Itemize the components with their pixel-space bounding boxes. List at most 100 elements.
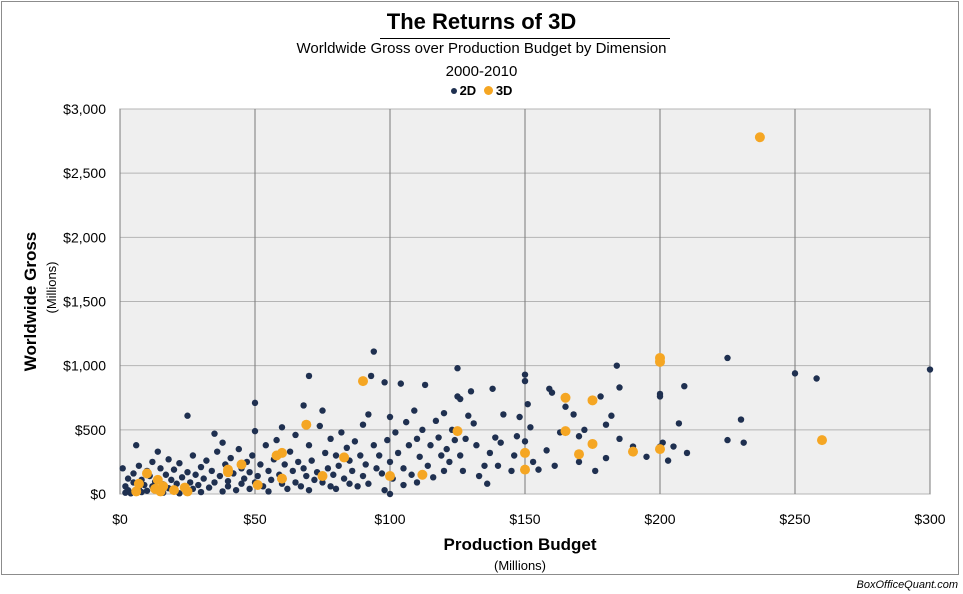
- data-point-2d: [602, 421, 610, 428]
- data-point-2d: [403, 418, 410, 426]
- data-point-2d: [162, 471, 170, 478]
- data-point-2d: [670, 443, 677, 450]
- data-point-2d: [400, 481, 407, 489]
- data-point-2d: [683, 449, 691, 457]
- x-tick-label: $150: [509, 511, 540, 527]
- data-point-3d: [182, 486, 193, 497]
- data-point-2d: [168, 476, 175, 484]
- data-point-2d: [724, 436, 731, 444]
- data-point-2d: [297, 483, 305, 490]
- data-point-2d: [192, 471, 199, 478]
- data-point-2d: [319, 479, 326, 486]
- data-point-2d: [516, 413, 523, 421]
- data-point-2d: [265, 488, 272, 495]
- legend-label-2d: 2D: [459, 83, 477, 98]
- data-point-2d: [397, 380, 404, 387]
- data-point-2d: [170, 466, 178, 473]
- data-point-2d: [319, 407, 326, 414]
- data-point-2d: [305, 486, 313, 494]
- data-point-2d: [154, 448, 161, 455]
- chart-date-range: 2000-2010: [445, 63, 518, 80]
- y-axis-units: (Millions): [44, 262, 59, 314]
- data-point-2d: [224, 483, 232, 490]
- data-point-2d: [430, 474, 437, 481]
- data-point-2d: [386, 490, 394, 498]
- data-point-2d: [133, 442, 140, 449]
- data-point-2d: [381, 486, 388, 494]
- data-point-2d: [219, 488, 226, 495]
- data-point-2d: [227, 454, 234, 462]
- x-tick-label: $300: [914, 511, 945, 527]
- data-point-2d: [278, 424, 286, 431]
- data-point-2d: [581, 426, 588, 434]
- data-point-2d: [357, 452, 364, 459]
- y-tick-label: $1,500: [63, 294, 106, 310]
- data-point-3d: [574, 449, 584, 460]
- data-point-2d: [446, 458, 453, 466]
- data-point-2d: [338, 429, 345, 436]
- data-point-2d: [384, 436, 391, 444]
- data-point-2d: [300, 465, 307, 472]
- data-point-2d: [494, 462, 502, 469]
- chart-title: The Returns of 3D: [386, 9, 577, 34]
- data-point-3d: [817, 435, 827, 446]
- legend: 2D 3D: [0, 83, 963, 98]
- data-point-2d: [432, 417, 440, 425]
- legend-label-3d: 3D: [495, 83, 513, 98]
- data-point-2d: [332, 485, 340, 493]
- data-point-2d: [135, 462, 143, 469]
- data-point-3d: [169, 485, 179, 496]
- data-point-2d: [392, 429, 399, 436]
- data-point-2d: [724, 354, 731, 362]
- data-point-2d: [486, 449, 494, 457]
- data-point-3d: [417, 469, 428, 480]
- data-point-2d: [511, 452, 518, 459]
- data-point-2d: [592, 467, 599, 475]
- data-point-2d: [791, 370, 799, 377]
- data-point-2d: [130, 470, 137, 477]
- data-point-2d: [300, 402, 307, 409]
- data-point-2d: [257, 461, 264, 468]
- data-point-2d: [305, 372, 313, 380]
- data-point-2d: [249, 452, 256, 459]
- data-point-2d: [292, 431, 299, 439]
- data-point-2d: [562, 403, 569, 410]
- data-point-2d: [411, 407, 418, 414]
- data-point-2d: [551, 462, 558, 469]
- data-point-3d: [655, 444, 665, 455]
- data-point-2d: [219, 439, 226, 446]
- legend-marker-3d: [483, 86, 493, 96]
- data-point-2d: [262, 442, 269, 449]
- data-point-3d: [358, 376, 368, 387]
- data-point-2d: [235, 445, 242, 453]
- data-point-2d: [575, 433, 583, 440]
- data-point-2d: [376, 452, 383, 459]
- data-point-3d: [754, 132, 765, 143]
- data-point-2d: [489, 385, 496, 392]
- data-point-2d: [189, 452, 197, 459]
- data-point-2d: [613, 362, 620, 369]
- data-point-2d: [327, 483, 334, 490]
- data-point-2d: [438, 452, 445, 459]
- data-point-3d: [301, 419, 312, 430]
- data-point-2d: [157, 465, 164, 472]
- data-point-2d: [457, 395, 464, 403]
- data-point-2d: [289, 467, 296, 475]
- data-point-2d: [481, 462, 488, 469]
- data-point-2d: [311, 476, 318, 484]
- legend-item-2d: 2D: [450, 83, 477, 98]
- data-point-3d: [520, 447, 530, 458]
- x-axis-title: Production Budget: [444, 535, 597, 554]
- data-point-2d: [292, 479, 299, 486]
- data-point-3d: [317, 471, 328, 482]
- data-point-2d: [211, 430, 218, 437]
- data-point-2d: [435, 434, 442, 441]
- data-point-2d: [737, 416, 745, 423]
- source-credit: BoxOfficeQuant.com: [856, 579, 959, 591]
- data-point-2d: [740, 439, 747, 446]
- data-point-2d: [211, 479, 218, 486]
- series-3d-points: [131, 132, 827, 497]
- data-point-2d: [386, 413, 394, 421]
- data-point-2d: [362, 461, 369, 468]
